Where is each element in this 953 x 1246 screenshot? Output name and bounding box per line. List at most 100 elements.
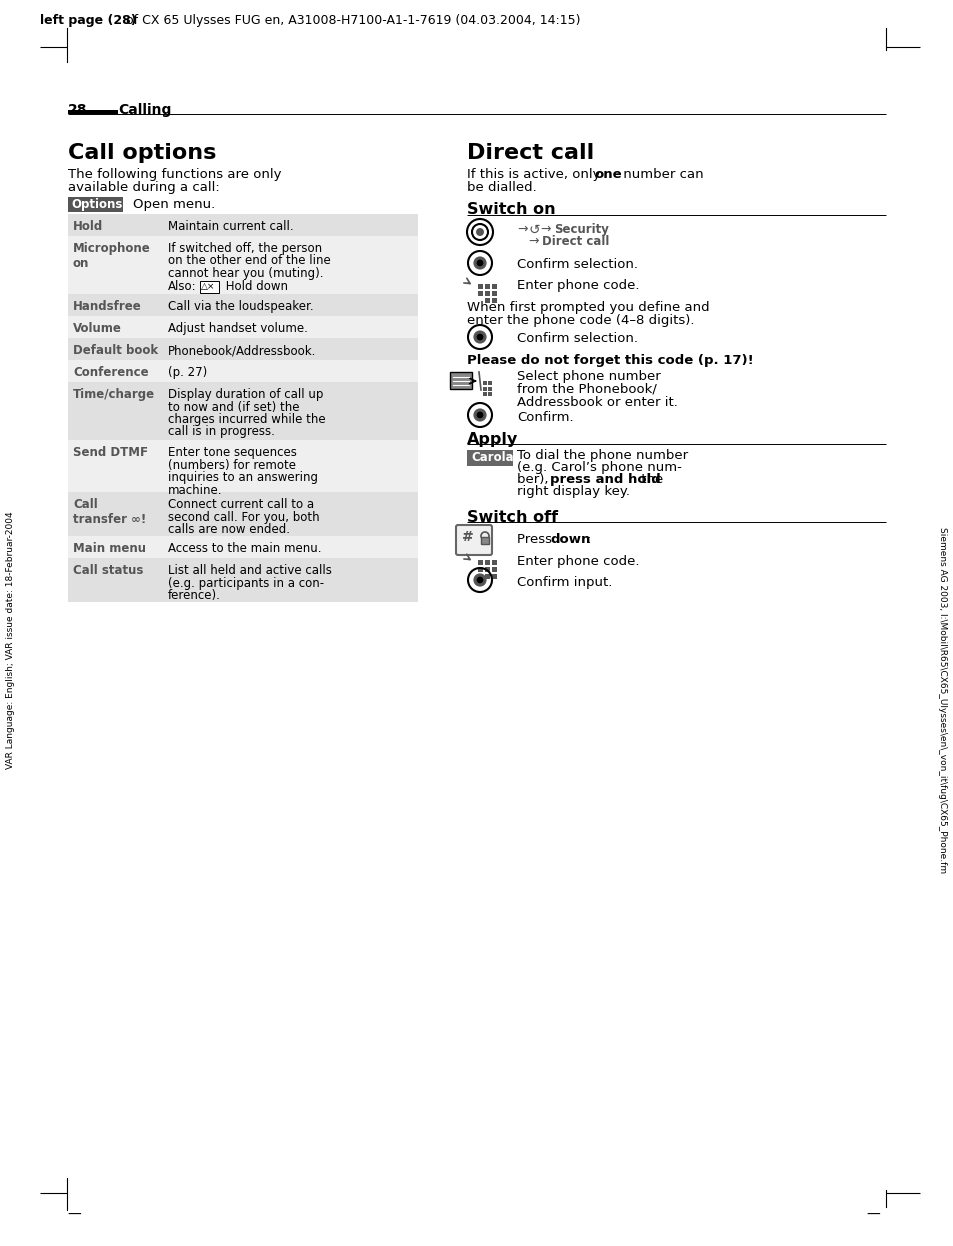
Text: down: down (550, 533, 590, 546)
Text: from the Phonebook/: from the Phonebook/ (517, 383, 657, 396)
Bar (492, 567, 497, 572)
Text: △×: △× (201, 282, 215, 290)
Text: Enter phone code.: Enter phone code. (517, 554, 639, 568)
Bar (68, 492, 417, 536)
Text: Time/charge: Time/charge (73, 388, 155, 401)
Bar (484, 574, 490, 579)
Bar (482, 386, 486, 390)
Bar (68, 536, 417, 558)
Text: Call via the loudspeaker.: Call via the loudspeaker. (168, 300, 314, 313)
Text: The following functions are only: The following functions are only (68, 168, 281, 181)
Text: If switched off, the person: If switched off, the person (168, 242, 322, 255)
Text: Switch off: Switch off (467, 510, 558, 525)
Text: calls are now ended.: calls are now ended. (168, 523, 290, 536)
Bar (488, 381, 492, 385)
Text: Hold down: Hold down (222, 279, 288, 293)
Text: Please do not forget this code (p. 17)!: Please do not forget this code (p. 17)! (467, 354, 753, 368)
Text: Call options: Call options (68, 143, 216, 163)
Text: Confirm.: Confirm. (517, 411, 573, 424)
Circle shape (476, 228, 483, 235)
Text: Security: Security (554, 223, 608, 235)
Bar (484, 559, 490, 564)
Text: machine.: machine. (168, 483, 222, 496)
Bar (68, 383, 417, 440)
Bar (480, 537, 489, 545)
Text: VAR Language: English; VAR issue date: 18-Februar-2004: VAR Language: English; VAR issue date: 1… (7, 511, 15, 769)
Text: enter the phone code (4–8 digits).: enter the phone code (4–8 digits). (467, 314, 694, 326)
Text: (p. 27): (p. 27) (168, 366, 207, 379)
Bar (68, 214, 417, 235)
Text: Hold: Hold (73, 221, 103, 233)
Text: Direct call: Direct call (467, 143, 594, 163)
Bar (68, 360, 417, 383)
Text: be dialled.: be dialled. (467, 181, 537, 194)
Bar (488, 392, 492, 396)
Text: ↺: ↺ (529, 223, 540, 237)
Circle shape (476, 411, 483, 419)
Text: →: → (540, 223, 555, 235)
FancyBboxPatch shape (456, 525, 492, 554)
Text: press and hold: press and hold (550, 473, 660, 486)
Text: charges incurred while the: charges incurred while the (168, 412, 325, 426)
Text: Calling: Calling (118, 103, 172, 117)
Text: cannot hear you (muting).: cannot hear you (muting). (168, 267, 323, 280)
Text: Direct call: Direct call (541, 235, 609, 248)
Text: Adjust handset volume.: Adjust handset volume. (168, 321, 308, 335)
Text: Volume: Volume (73, 321, 122, 335)
Text: Switch on: Switch on (467, 202, 555, 217)
Bar (484, 298, 490, 303)
Text: ference).: ference). (168, 589, 221, 602)
Text: Confirm input.: Confirm input. (517, 576, 612, 589)
Text: (e.g. Carol’s phone num-: (e.g. Carol’s phone num- (517, 461, 681, 473)
Text: Main menu: Main menu (73, 542, 146, 554)
Bar (68, 558, 417, 602)
Text: If this is active, only: If this is active, only (467, 168, 604, 181)
Text: Confirm selection.: Confirm selection. (517, 331, 638, 345)
Text: Press: Press (517, 533, 556, 546)
Text: Options: Options (71, 198, 122, 211)
Text: call is in progress.: call is in progress. (168, 425, 274, 439)
Text: ber),: ber), (517, 473, 552, 486)
Bar (68, 235, 417, 294)
Text: When first prompted you define and: When first prompted you define and (467, 302, 709, 314)
Text: To dial the phone number: To dial the phone number (517, 449, 687, 462)
Text: Enter phone code.: Enter phone code. (517, 279, 639, 292)
Text: second call. For you, both: second call. For you, both (168, 511, 319, 523)
Bar (492, 298, 497, 303)
Bar (68, 110, 118, 113)
Bar (484, 284, 490, 289)
Bar (68, 316, 417, 338)
Text: one: one (594, 168, 621, 181)
Text: inquiries to an answering: inquiries to an answering (168, 471, 317, 483)
Bar (492, 559, 497, 564)
Text: Call status: Call status (73, 564, 143, 577)
Text: →: → (517, 223, 527, 235)
Bar (68, 197, 123, 212)
Circle shape (476, 577, 483, 583)
Text: of CX 65 Ulysses FUG en, A31008-H7100-A1-1-7619 (04.03.2004, 14:15): of CX 65 Ulysses FUG en, A31008-H7100-A1… (122, 14, 579, 27)
Text: List all held and active calls: List all held and active calls (168, 564, 332, 577)
Bar (467, 450, 513, 466)
Text: the: the (637, 473, 662, 486)
Bar (492, 292, 497, 297)
Text: Confirm selection.: Confirm selection. (517, 258, 638, 270)
Text: —: — (865, 1209, 879, 1222)
Text: Siemens AG 2003, I:\Mobil\R65\CX65_Ulysses\en\_von_it\fug\CX65_Phone.fm: Siemens AG 2003, I:\Mobil\R65\CX65_Ulyss… (938, 527, 946, 873)
Circle shape (473, 409, 486, 421)
Text: Apply: Apply (467, 432, 517, 447)
Circle shape (473, 573, 486, 587)
Text: Open menu.: Open menu. (132, 198, 215, 211)
Text: to now and (if set) the: to now and (if set) the (168, 400, 299, 414)
Text: Select phone number: Select phone number (517, 370, 660, 383)
Bar (484, 567, 490, 572)
Text: Maintain current call.: Maintain current call. (168, 221, 294, 233)
Text: Display duration of call up: Display duration of call up (168, 388, 323, 401)
Bar (68, 294, 417, 316)
Bar (68, 338, 417, 360)
Text: Phonebook/Addressbook.: Phonebook/Addressbook. (168, 344, 316, 358)
Text: on the other end of the line: on the other end of the line (168, 254, 331, 268)
Text: →: → (529, 235, 543, 248)
Bar (200, 280, 219, 293)
Text: Connect current call to a: Connect current call to a (168, 498, 314, 511)
Bar (477, 292, 482, 297)
